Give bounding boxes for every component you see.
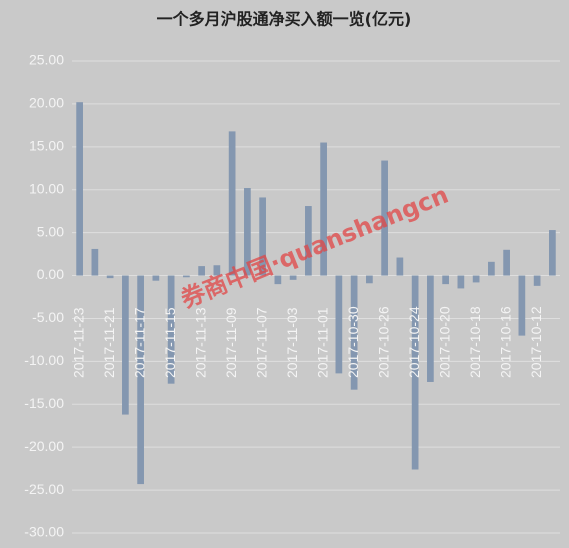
bar <box>289 275 297 280</box>
bar <box>213 265 221 276</box>
bar <box>488 261 495 276</box>
x-tick-label: 2017-11-15 <box>162 307 178 378</box>
bar <box>411 275 419 470</box>
bar <box>122 275 129 415</box>
x-tick-label: 2017-10-16 <box>497 306 513 378</box>
y-tick-label: -15.00 <box>24 395 64 411</box>
x-tick-label: 2017-10-24 <box>406 306 422 378</box>
bar <box>152 275 160 281</box>
bar <box>518 275 526 336</box>
bar <box>472 275 480 283</box>
x-tick-label: 2017-11-23 <box>70 307 86 378</box>
bar <box>350 275 358 390</box>
x-tick-label: 2017-10-12 <box>528 306 544 378</box>
y-tick-label: -30.00 <box>24 524 64 540</box>
x-tick-label: 2017-11-03 <box>284 307 300 378</box>
y-tick-label: 5.00 <box>37 223 64 239</box>
y-tick-label: -5.00 <box>32 309 64 325</box>
watermark: 券商中国·quanshangcn <box>177 181 452 314</box>
y-tick-label: -20.00 <box>24 438 64 454</box>
bar <box>274 275 282 285</box>
bar <box>167 275 175 384</box>
x-tick-label: 2017-10-20 <box>436 306 452 378</box>
bar <box>381 160 388 276</box>
bar <box>137 275 144 485</box>
bar <box>457 275 465 289</box>
y-tick-label: 20.00 <box>29 95 64 111</box>
chart-title: 一个多月沪股通净买入额一览(亿元) <box>157 10 412 29</box>
bar <box>91 248 99 276</box>
bar <box>183 275 190 278</box>
x-tick-label: 2017-10-18 <box>467 306 483 378</box>
y-tick-label: 0.00 <box>37 266 64 282</box>
bar <box>106 275 114 279</box>
x-tick-label: 2017-10-26 <box>375 306 391 378</box>
bar <box>244 188 251 276</box>
bar <box>228 131 236 276</box>
bar <box>305 206 312 276</box>
y-tick-label: -10.00 <box>24 352 64 368</box>
bar <box>549 230 556 276</box>
bar <box>442 275 449 285</box>
x-tick-label: 2017-11-01 <box>314 307 330 378</box>
x-tick-label: 2017-11-17 <box>131 307 147 378</box>
x-tick-label: 2017-11-07 <box>253 307 269 378</box>
x-tick-label: 2017-10-30 <box>345 306 361 378</box>
bar <box>320 142 327 276</box>
bar <box>427 275 434 382</box>
y-tick-label: 25.00 <box>29 52 64 68</box>
bar <box>76 102 83 276</box>
bar <box>366 275 373 284</box>
bar <box>335 275 343 374</box>
bar <box>533 275 541 286</box>
y-tick-label: 10.00 <box>29 180 64 196</box>
bar <box>396 257 404 276</box>
bar <box>198 266 205 276</box>
bar <box>503 249 510 276</box>
bar <box>259 197 266 276</box>
y-tick-label: 15.00 <box>29 138 64 154</box>
x-tick-label: 2017-11-13 <box>192 307 208 378</box>
x-tick-label: 2017-11-09 <box>223 307 239 378</box>
y-tick-label: -25.00 <box>24 481 64 497</box>
x-tick-label: 2017-11-21 <box>101 307 117 378</box>
